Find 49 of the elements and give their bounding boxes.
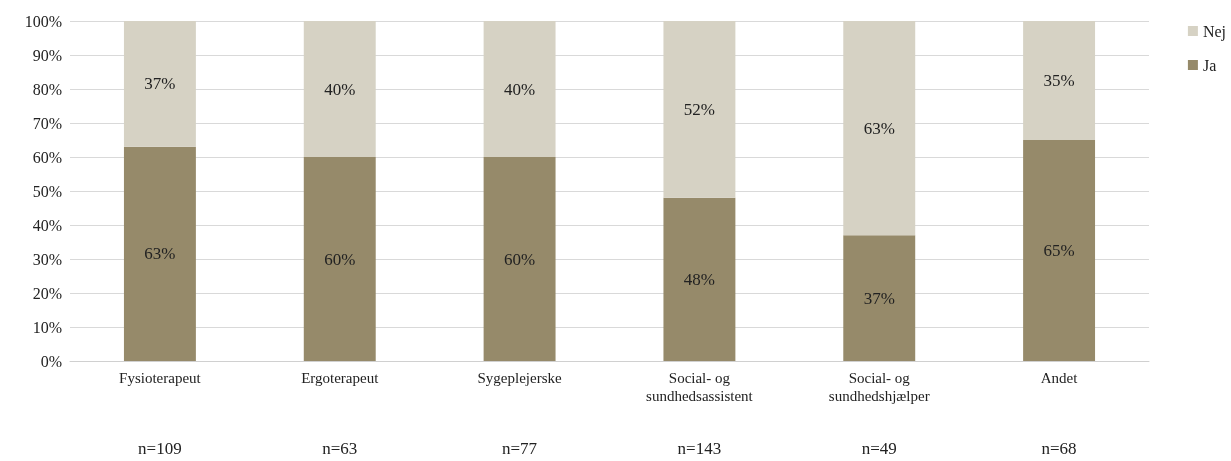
y-tick-label: 60%: [32, 148, 62, 166]
y-tick-label: 20%: [32, 284, 62, 302]
text: n=63: [322, 438, 358, 458]
data-label: 48%: [683, 269, 715, 289]
bar: [1023, 21, 1096, 140]
y-tick-label: 70%: [32, 114, 62, 132]
x-tick-label: Ergoterapeut: [301, 370, 380, 386]
data-label: 37%: [863, 288, 895, 308]
y-tick-label: 10%: [32, 318, 62, 336]
x-tick-label: Fysioterapeut: [119, 370, 202, 386]
data-label: 60%: [504, 249, 536, 269]
x-tick-label: Social- og sundhedshjælper: [828, 370, 930, 404]
text: n=77: [502, 438, 538, 458]
text: n=109: [138, 438, 182, 458]
bar: [843, 21, 916, 236]
data-label: 35%: [1043, 71, 1075, 90]
text: n=68: [1041, 438, 1077, 458]
bar: [483, 21, 556, 157]
y-tick-label: 30%: [32, 250, 62, 268]
data-label: 40%: [324, 79, 356, 99]
data-label: 60%: [324, 249, 356, 269]
data-label: 52%: [683, 99, 715, 119]
y-tick-label: 40%: [32, 216, 62, 234]
y-tick-label: 100%: [24, 12, 62, 30]
y-tick-label: 80%: [32, 80, 62, 98]
text: n=143: [677, 438, 722, 458]
bar: [843, 235, 916, 361]
data-label: 40%: [504, 79, 536, 99]
y-tick-label: 50%: [32, 182, 62, 200]
bar: [303, 157, 376, 361]
data-label: 63%: [863, 118, 895, 138]
data-label: 65%: [1043, 241, 1075, 260]
bar: [123, 146, 196, 361]
bar: [303, 21, 376, 157]
legend-label: Ja: [1202, 56, 1217, 74]
x-tick-label: Social- og sundhedsassistent: [646, 370, 754, 404]
x-tick-label: Andet: [1040, 370, 1079, 386]
x-tick-label: Sygeplejerske: [477, 370, 562, 386]
data-label: 63%: [144, 244, 176, 264]
legend-label: Nej: [1202, 22, 1227, 41]
text: n=49: [861, 438, 897, 458]
data-label: 37%: [144, 74, 176, 94]
bar: [123, 21, 196, 147]
bar: [663, 21, 736, 198]
bar: [1023, 140, 1096, 361]
bar: [483, 157, 556, 361]
y-tick-label: 0%: [40, 352, 62, 370]
y-tick-label: 90%: [32, 46, 62, 64]
bar: [663, 197, 736, 361]
